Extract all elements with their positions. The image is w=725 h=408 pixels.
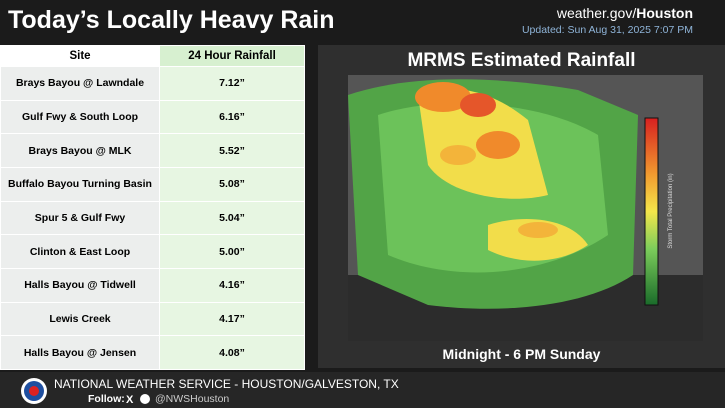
site: Lewis Creek — [0, 301, 160, 337]
table-row: Clinton & East Loop 5.00” — [0, 234, 305, 269]
agency: NATIONAL WEATHER SERVICE - HOUSTON/GALVE… — [54, 377, 399, 391]
rainfall: 7.12” — [159, 66, 305, 101]
column-header: Site — [0, 45, 160, 67]
site-office: Houston — [636, 5, 693, 21]
table-row: Halls Bayou @ Jensen 4.08” — [0, 335, 305, 370]
site: Gulf Fwy & South Loop — [0, 99, 160, 135]
site: Brays Bayou @ Lawndale — [0, 66, 160, 101]
site: Clinton & East Loop — [0, 234, 160, 269]
map-title: MRMS Estimated Rainfall — [407, 50, 636, 71]
site: Spur 5 & Gulf Fwy — [0, 200, 160, 236]
rain-table: Site 24 Hour Rainfall Brays Bayou @ Lawnd… — [0, 45, 305, 370]
table-row: Buffalo Bayou Turning Basin 5.08” — [0, 166, 305, 202]
updated: Updated: Sun Aug 31, 2025 7:07 PM — [521, 24, 693, 36]
rain-map: Storm Total Precipitation (in) — [348, 75, 703, 341]
rainfall: 5.00” — [159, 234, 305, 269]
table-row: Spur 5 & Gulf Fwy 5.04” — [0, 200, 305, 236]
nws-logo — [21, 378, 47, 404]
rainfall: 5.08” — [159, 166, 305, 202]
rainfall: 4.08” — [159, 335, 305, 370]
site: Halls Bayou @ Tidwell — [0, 267, 160, 303]
rainfall: 4.16” — [159, 267, 305, 303]
header-row: Site 24 Hour Rainfall — [0, 45, 305, 67]
rainfall: 4.17” — [159, 301, 305, 337]
table-row: Brays Bayou @ MLK 5.52” — [0, 133, 305, 168]
table-row: Gulf Fwy & South Loop 6.16” — [0, 99, 305, 135]
legend-title: Storm Total Precipitation (in) — [668, 173, 674, 248]
table-row: Brays Bayou @ Lawndale 7.12” — [0, 66, 305, 101]
table-row: Lewis Creek 4.17” — [0, 301, 305, 337]
site: Buffalo Bayou Turning Basin — [0, 166, 160, 202]
follow: Follow: — [88, 393, 125, 405]
social-icons[interactable]: X — [126, 393, 152, 405]
rainfall: 5.04” — [159, 200, 305, 236]
map-caption: Midnight - 6 PM Sunday — [442, 346, 601, 362]
column-header: 24 Hour Rainfall — [159, 45, 305, 67]
site: Brays Bayou @ MLK — [0, 133, 160, 168]
table-row: Halls Bayou @ Tidwell 4.16” — [0, 267, 305, 303]
site-link[interactable]: weather.gov/Houston — [557, 5, 693, 21]
footer — [0, 372, 725, 408]
site: Halls Bayou @ Jensen — [0, 335, 160, 370]
rainfall: 5.52” — [159, 133, 305, 168]
svg-text:X: X — [126, 394, 134, 405]
handle[interactable]: @NWSHouston — [155, 393, 230, 405]
rainfall: 6.16” — [159, 99, 305, 135]
site-prefix: weather.gov/ — [556, 5, 637, 21]
title: Today’s Locally Heavy Rain — [8, 6, 335, 34]
